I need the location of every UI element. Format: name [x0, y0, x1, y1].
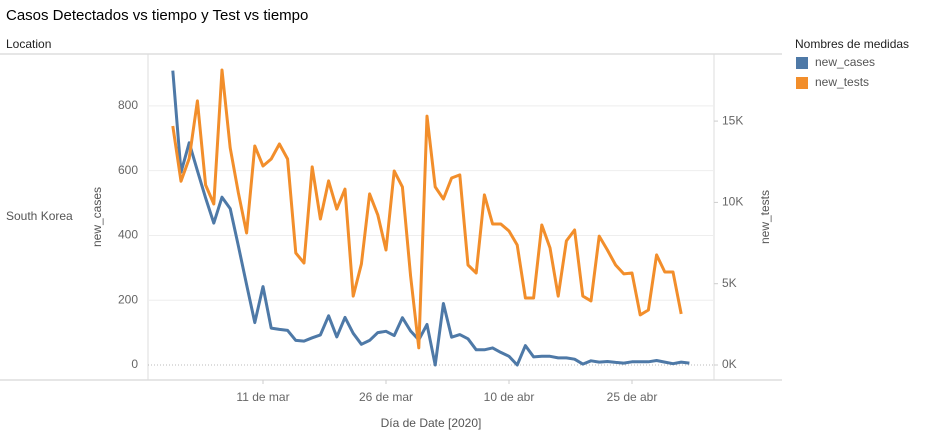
- x-axis-title: Día de Date [2020]: [381, 416, 482, 430]
- y2-axis-title: new_tests: [758, 190, 772, 244]
- legend-title: Nombres de medidas: [795, 37, 909, 51]
- y-tick-label: 800: [118, 98, 138, 112]
- x-tick-label: 10 de abr: [484, 390, 535, 404]
- y-tick-label: 0: [131, 357, 138, 371]
- y2-tick-label: 15K: [722, 113, 743, 127]
- y-tick-label: 200: [118, 292, 138, 306]
- y-tick-label: 400: [118, 228, 138, 242]
- series-line: [171, 70, 690, 367]
- legend-swatch: [796, 77, 808, 89]
- legend-swatch: [796, 57, 808, 69]
- legend-label: new_tests: [815, 75, 869, 89]
- x-tick-label: 25 de abr: [607, 390, 658, 404]
- y2-tick-label: 10K: [722, 195, 743, 209]
- chart-title: Casos Detectados vs tiempo y Test vs tie…: [6, 7, 308, 24]
- legend-label: new_cases: [815, 55, 875, 69]
- column-header: Location: [6, 37, 51, 51]
- y-tick-label: 600: [118, 163, 138, 177]
- row-label: South Korea: [6, 209, 73, 223]
- x-tick-label: 26 de mar: [359, 390, 413, 404]
- y-axis-title: new_cases: [90, 187, 104, 247]
- series-line: [171, 68, 683, 350]
- y2-tick-label: 0K: [722, 357, 737, 371]
- x-tick-label: 11 de mar: [236, 390, 289, 404]
- y2-tick-label: 5K: [722, 276, 737, 290]
